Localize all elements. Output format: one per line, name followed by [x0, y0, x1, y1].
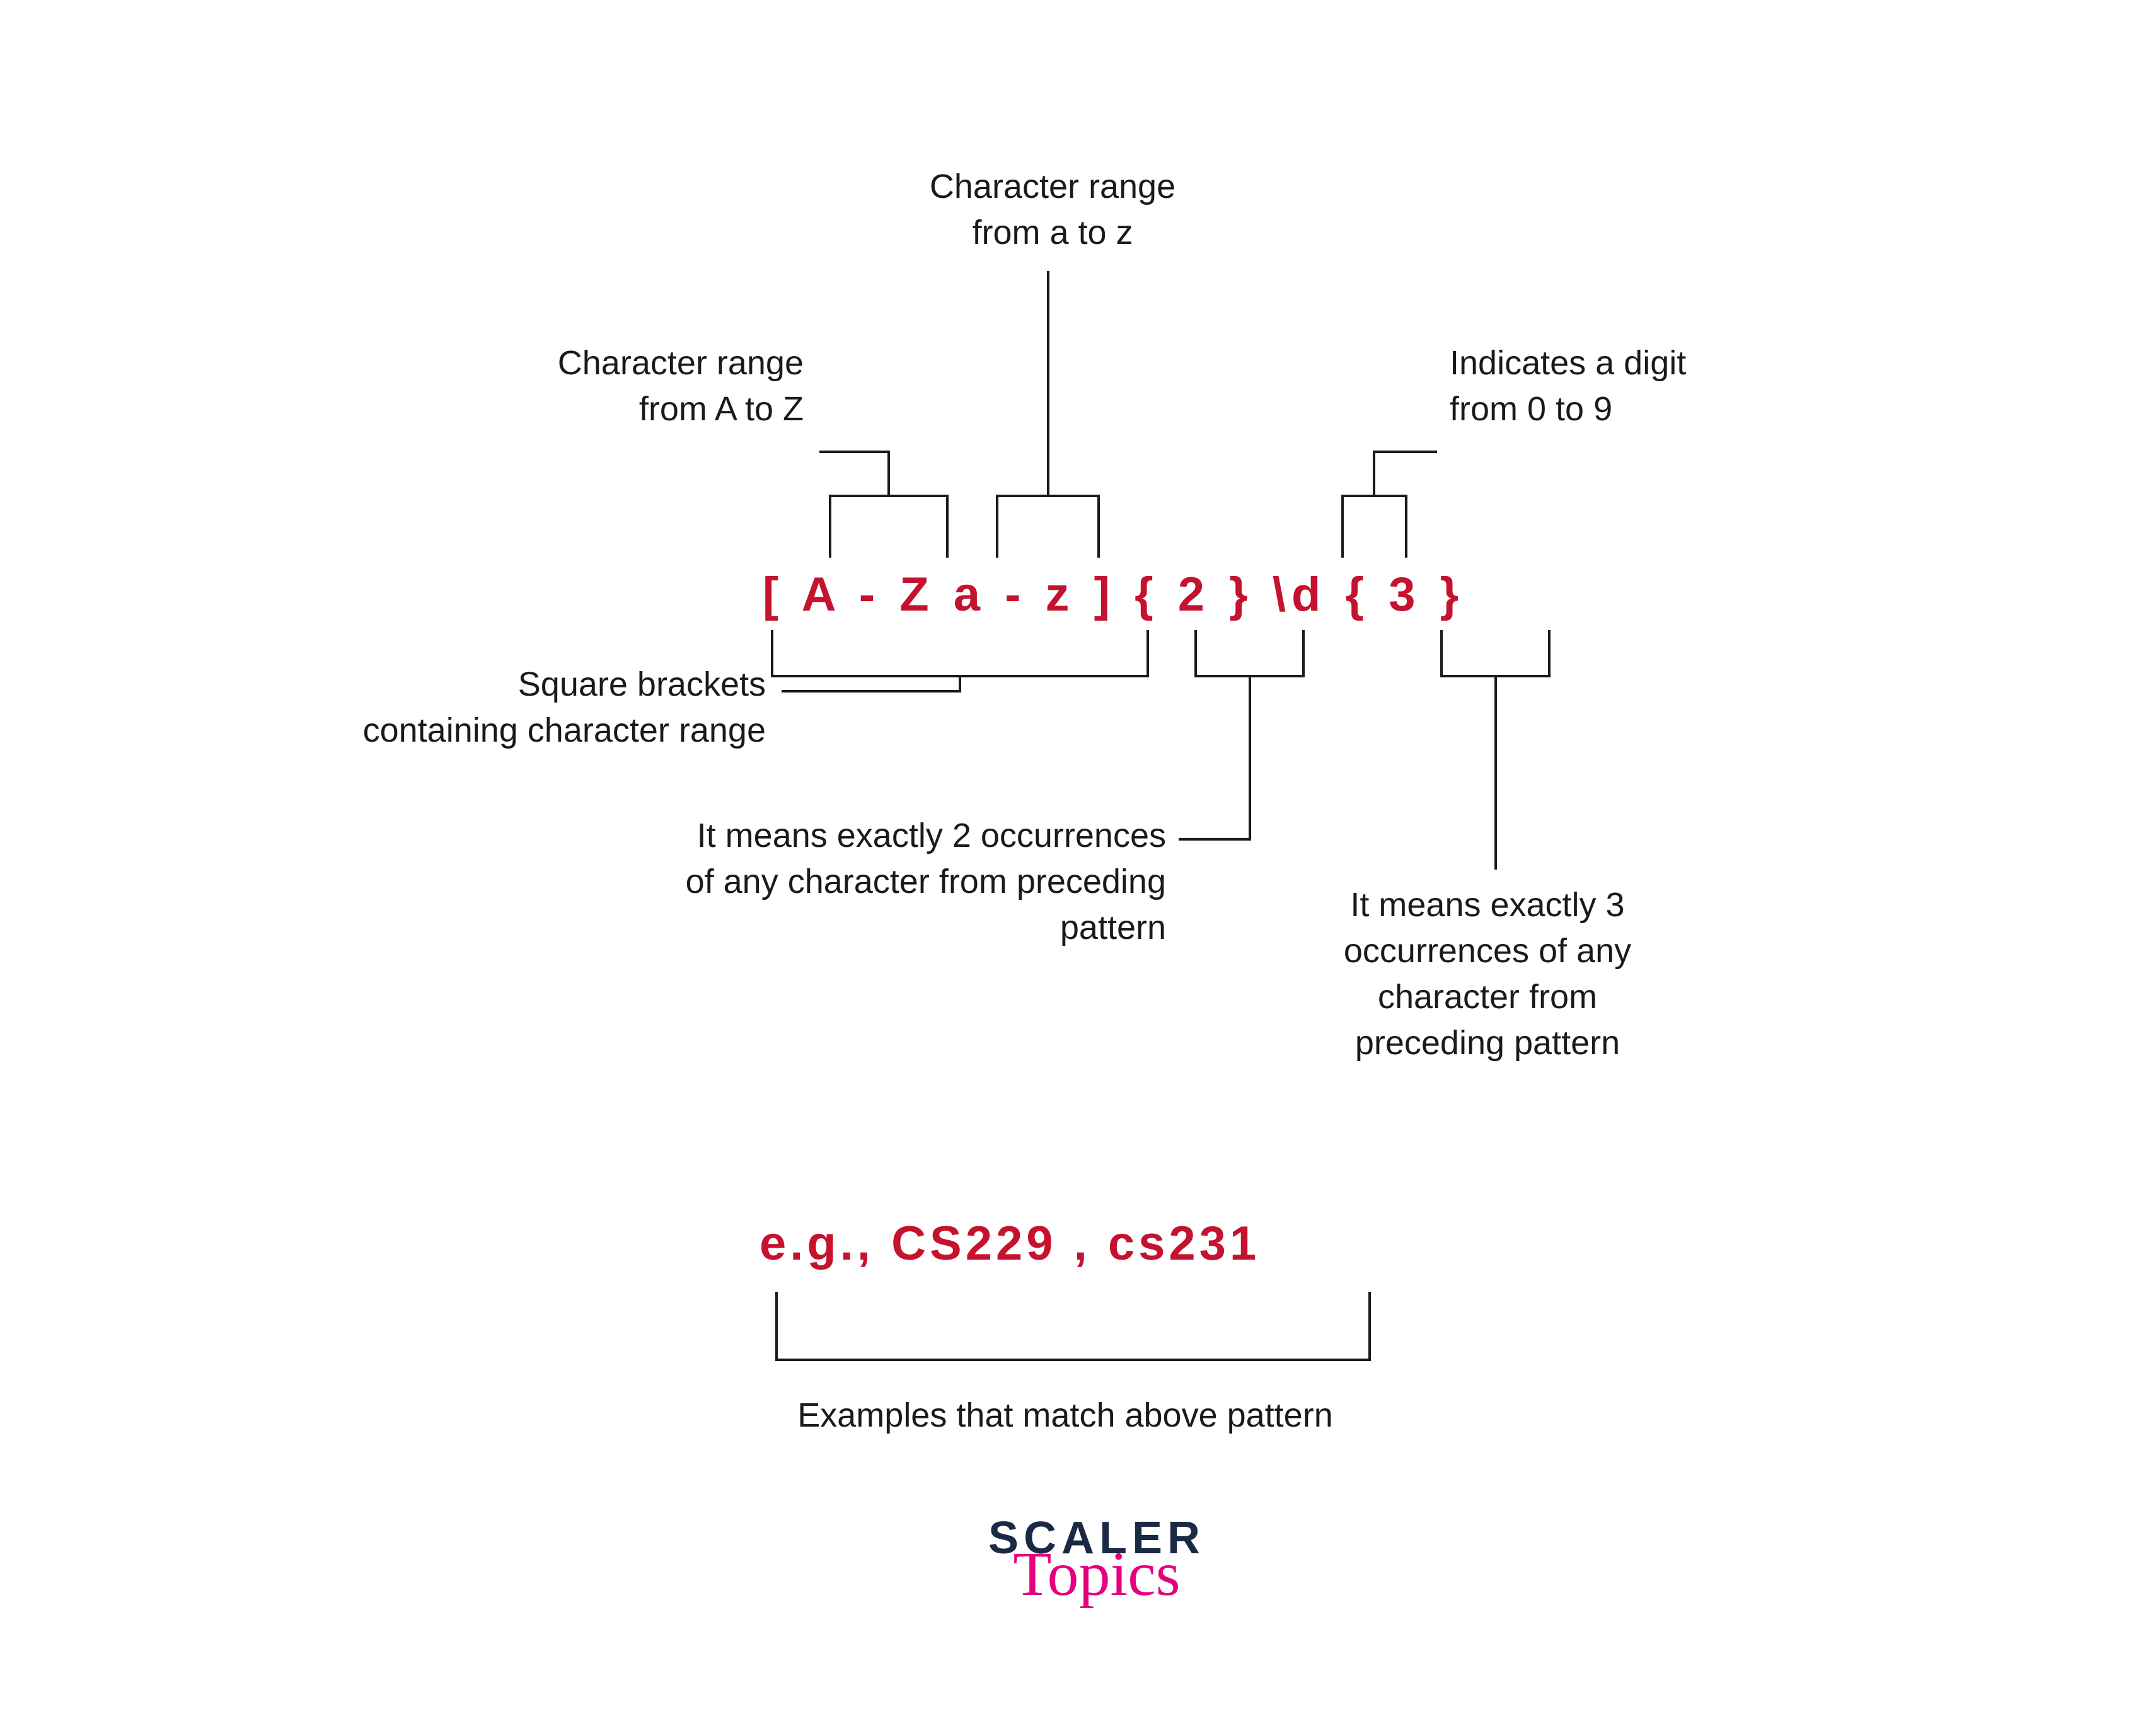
connector — [819, 451, 890, 453]
label-square-brackets: Square brackets containing character ran… — [199, 662, 766, 754]
example-text: e.g., CS229 , cs231 — [760, 1216, 1260, 1271]
label-char-range-lower: Character range from a to z — [876, 164, 1229, 256]
bracket-quant2 — [1194, 630, 1305, 677]
connector — [1249, 677, 1251, 838]
label-exactly-2: It means exactly 2 occurrences of any ch… — [498, 813, 1166, 951]
connector — [782, 690, 961, 693]
bracket-example — [775, 1292, 1371, 1361]
label-exactly-3: It means exactly 3 occurrences of any ch… — [1311, 882, 1664, 1066]
connector — [1047, 271, 1049, 495]
connector — [1179, 838, 1251, 841]
bracket-square — [771, 630, 1149, 677]
connector — [1494, 677, 1497, 870]
connector — [1373, 451, 1437, 453]
bracket-AZ — [829, 495, 949, 558]
connector — [1373, 451, 1375, 495]
bracket-quant3 — [1440, 630, 1551, 677]
connector — [887, 451, 890, 495]
bracket-backslash-d — [1341, 495, 1407, 558]
bracket-az — [996, 495, 1100, 558]
example-caption: Examples that match above pattern — [719, 1393, 1412, 1439]
label-digit: Indicates a digit from 0 to 9 — [1450, 340, 1803, 432]
connector — [959, 677, 961, 690]
label-char-range-upper: Character range from A to Z — [451, 340, 804, 432]
regex-pattern: [ A - Z a - z ] { 2 } \d { 3 } — [763, 567, 1464, 622]
scaler-topics-logo: SCALER Topics — [964, 1512, 1229, 1606]
